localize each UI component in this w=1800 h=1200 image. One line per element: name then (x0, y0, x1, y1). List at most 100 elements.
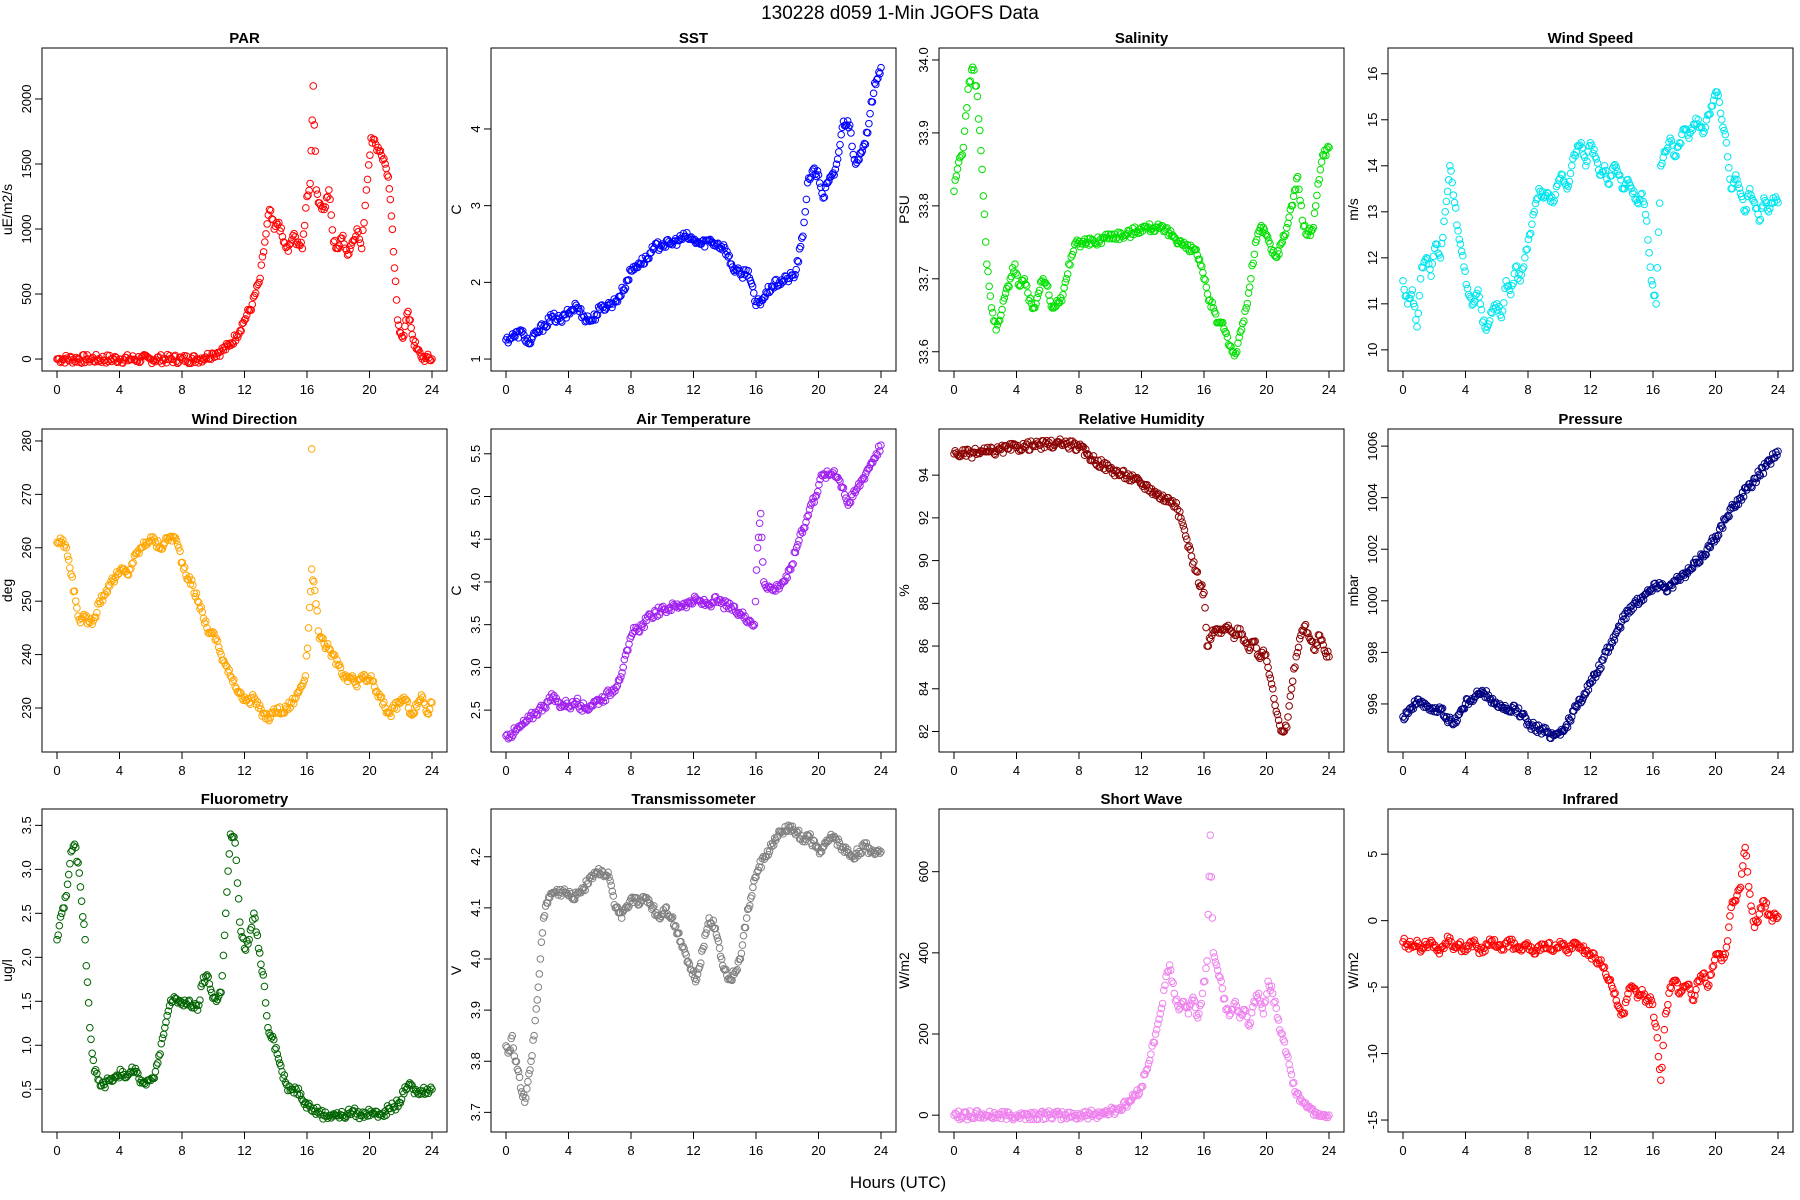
data-point (549, 693, 557, 702)
data-point-fill (218, 971, 227, 980)
data-point-fill (404, 307, 412, 316)
data-point-fill (608, 303, 616, 312)
data-point (788, 561, 796, 569)
data-point-fill (1743, 868, 1752, 876)
data-point-fill (1249, 1003, 1257, 1011)
series-transmissometer (502, 821, 885, 1106)
data-point-fill (1440, 217, 1448, 226)
x-tick-label: 4 (565, 763, 572, 778)
data-point-fill (1280, 1038, 1289, 1046)
data-point-fill (1744, 189, 1753, 198)
y-tick-label: 1.5 (19, 992, 34, 1010)
data-point-fill (227, 833, 236, 842)
data-point (1303, 231, 1311, 239)
data-point-fill (730, 602, 739, 611)
data-point (1642, 217, 1651, 225)
data-point-fill (1701, 123, 1710, 132)
data-point (1460, 946, 1468, 954)
data-point-fill (1206, 296, 1214, 304)
data-point-fill (1146, 488, 1155, 496)
data-point-fill (1284, 1053, 1292, 1061)
data-point-fill (344, 250, 353, 258)
data-point (1259, 1009, 1268, 1018)
data-point-fill (1317, 158, 1326, 166)
data-point-fill (1222, 329, 1231, 337)
data-point-fill (304, 191, 312, 199)
data-point (1314, 180, 1322, 188)
data-point-fill (1016, 281, 1025, 290)
x-tick-label: 12 (686, 763, 700, 778)
data-point-fill (1290, 664, 1298, 673)
data-point (1652, 1023, 1660, 1031)
data-point-fill (1069, 1109, 1078, 1118)
data-point-fill (244, 940, 252, 948)
x-tick-label: 20 (811, 1143, 825, 1158)
data-point (306, 1103, 314, 1111)
data-point-fill (1063, 270, 1072, 278)
data-point (250, 909, 258, 918)
data-point-fill (1461, 947, 1469, 956)
y-tick-label: 3.5 (19, 816, 34, 834)
data-point-fill (66, 859, 74, 868)
data-point-fill (678, 943, 686, 952)
data-point (1198, 989, 1207, 998)
data-point-fill (1274, 1016, 1283, 1024)
data-point-fill (73, 857, 81, 866)
x-tick-label: 16 (1197, 1143, 1211, 1158)
data-point (1209, 949, 1218, 957)
panel-air_temperature: Air Temperature C 0 4 8 12 16 20 24 2.5 3.0 3.5 4.0 4… (448, 411, 897, 778)
series-fluorometry (53, 830, 436, 1123)
data-point-fill (61, 893, 70, 902)
y-tick-label: 230 (19, 697, 34, 719)
data-point (1567, 161, 1576, 170)
y-tick-label: 33.7 (916, 266, 931, 291)
data-point-fill (1438, 704, 1447, 713)
data-point (814, 171, 823, 179)
data-point (393, 316, 402, 324)
data-point (1610, 161, 1618, 170)
data-point-fill (129, 558, 137, 567)
data-point-fill (1433, 240, 1441, 249)
data-point (348, 238, 357, 246)
data-point (750, 620, 759, 629)
data-point (1750, 923, 1759, 932)
x-tick-label: 16 (300, 1143, 314, 1158)
data-point-fill (859, 473, 868, 482)
y-tick-label: 3.0 (19, 860, 34, 878)
data-point-fill (1747, 482, 1755, 491)
data-point-fill (1559, 939, 1568, 948)
data-point-fill (540, 912, 549, 920)
data-point-fill (1705, 981, 1713, 989)
data-point-fill (1231, 349, 1240, 358)
data-point-fill (640, 259, 649, 268)
data-point-fill (303, 1101, 312, 1109)
data-point-fill (1613, 167, 1622, 176)
data-point-fill (1196, 1001, 1204, 1010)
data-point-fill (380, 154, 388, 163)
y-tick-label: 15 (1365, 113, 1380, 127)
data-point-fill (831, 165, 840, 174)
data-point (109, 576, 118, 584)
data-point (849, 492, 857, 501)
data-point-fill (1715, 949, 1724, 958)
data-point-fill (1169, 979, 1177, 988)
data-point-fill (848, 142, 856, 151)
data-point-fill (1702, 550, 1710, 559)
data-point-fill (743, 618, 752, 627)
data-point (114, 570, 122, 579)
data-point-fill (1651, 291, 1659, 300)
data-point-fill (1742, 205, 1751, 214)
data-point (304, 624, 313, 632)
data-point (1525, 231, 1534, 239)
data-point-fill (1563, 723, 1572, 731)
data-point (1732, 896, 1740, 905)
data-point-fill (1645, 1000, 1653, 1009)
data-point (1586, 679, 1595, 688)
data-point-fill (66, 564, 74, 572)
data-point-fill (1206, 635, 1215, 644)
data-point (744, 267, 752, 275)
data-point (1610, 989, 1618, 998)
data-point-fill (64, 870, 73, 879)
data-point-fill (1723, 153, 1732, 161)
data-point-fill (1509, 279, 1517, 288)
